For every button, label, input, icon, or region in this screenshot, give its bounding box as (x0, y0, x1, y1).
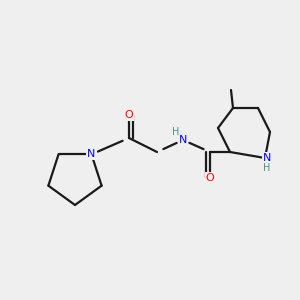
Text: N: N (263, 153, 271, 163)
Text: N: N (87, 149, 96, 159)
Text: H: H (263, 163, 271, 173)
Text: H: H (172, 127, 180, 137)
Text: O: O (206, 173, 214, 183)
Text: N: N (179, 135, 187, 145)
Text: O: O (124, 110, 134, 120)
